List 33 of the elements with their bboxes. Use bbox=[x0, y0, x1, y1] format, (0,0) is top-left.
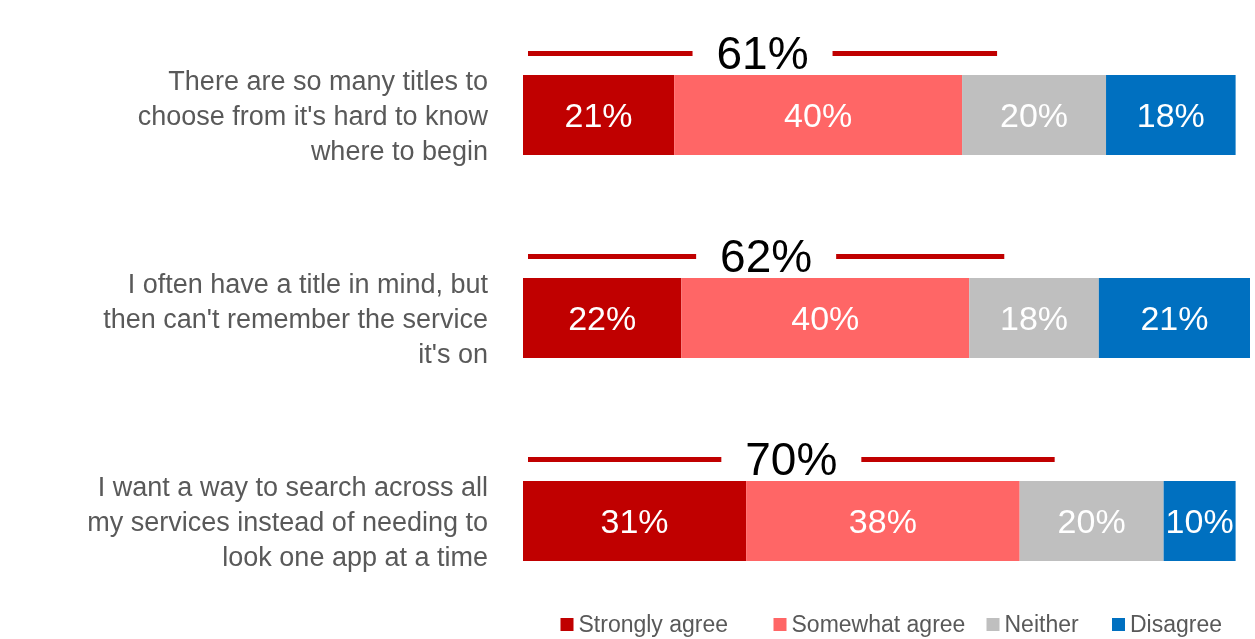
bar bbox=[674, 75, 963, 155]
data-label: 21% bbox=[1140, 299, 1209, 337]
bar bbox=[1106, 75, 1236, 155]
y-tick-label: There are so many titles to choose from it's hard to know where to begin bbox=[137, 66, 489, 166]
annotation: 70% bbox=[745, 433, 838, 485]
bar bbox=[523, 481, 747, 561]
bar bbox=[969, 278, 1099, 358]
bar bbox=[1019, 481, 1164, 561]
data-label: 20% bbox=[1057, 502, 1126, 540]
legend-label: Neither bbox=[1004, 611, 1079, 637]
bar bbox=[746, 481, 1020, 561]
data-label: 18% bbox=[1136, 96, 1205, 134]
data-label: 18% bbox=[1000, 299, 1069, 337]
bar bbox=[681, 278, 970, 358]
bar bbox=[523, 75, 675, 155]
data-label: 40% bbox=[791, 299, 860, 337]
data-label: 22% bbox=[568, 299, 637, 337]
data-label: 40% bbox=[784, 96, 853, 134]
annotation: 62% bbox=[720, 230, 813, 282]
data-label: 10% bbox=[1165, 502, 1234, 540]
bar bbox=[962, 75, 1107, 155]
bar bbox=[523, 278, 682, 358]
data-label: 31% bbox=[600, 502, 669, 540]
legend-label: Strongly agree bbox=[578, 611, 729, 637]
data-label: 20% bbox=[1000, 96, 1069, 134]
legend-label: Somewhat agree bbox=[791, 611, 966, 637]
bar bbox=[1098, 278, 1250, 358]
data-label: 21% bbox=[564, 96, 633, 134]
legend-label: Disagree bbox=[1130, 611, 1223, 637]
annotation: 61% bbox=[716, 27, 809, 79]
y-tick-label: I often have a title in mind, but then can't remember the service it's on bbox=[103, 269, 489, 369]
y-tick-label: I want a way to search across all my services instead of needing to look one app at a time bbox=[87, 472, 488, 572]
data-label: 38% bbox=[848, 502, 917, 540]
